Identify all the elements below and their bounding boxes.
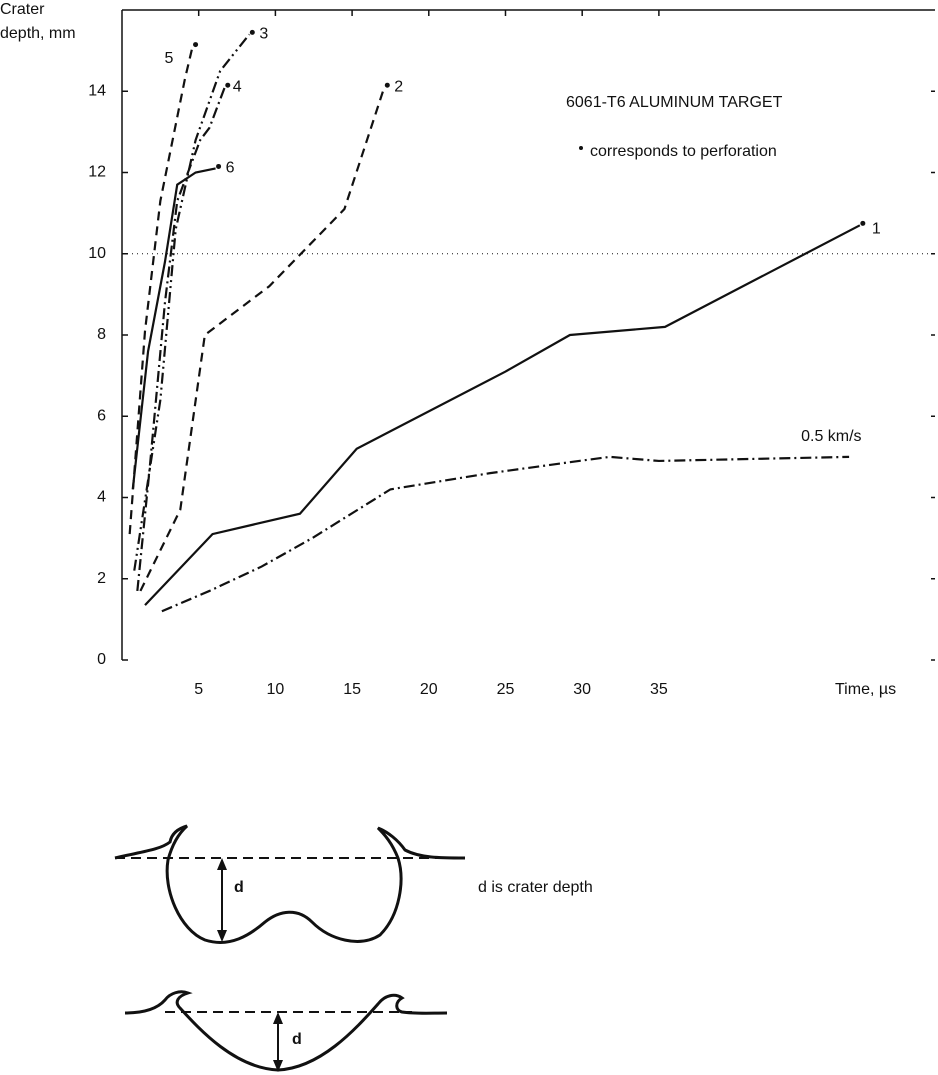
series-line — [162, 457, 849, 611]
y-tick-label: 14 — [88, 82, 106, 99]
y-tick-label: 8 — [97, 326, 106, 343]
series-label: 5 — [165, 50, 174, 67]
series-line — [133, 168, 216, 489]
depth-label: d — [292, 1031, 302, 1048]
x-axis-label: Time, µs — [835, 681, 896, 698]
series-label: 2 — [394, 78, 403, 95]
perforation-symbol — [579, 146, 583, 150]
y-tick-label: 12 — [88, 164, 106, 181]
perforation-marker — [225, 83, 230, 88]
series-label: 4 — [233, 78, 242, 95]
x-tick-label: 20 — [420, 681, 438, 698]
series-label: 6 — [226, 160, 235, 177]
series-line — [145, 225, 860, 605]
y-axis-label: depth, mm — [0, 25, 76, 42]
series-line — [130, 47, 193, 535]
series-line — [140, 87, 384, 591]
y-tick-label: 10 — [88, 245, 106, 262]
y-tick-label: 0 — [97, 651, 106, 668]
perforation-marker — [860, 221, 865, 226]
perforation-marker — [193, 42, 198, 47]
x-tick-label: 15 — [343, 681, 361, 698]
x-tick-label: 30 — [573, 681, 591, 698]
y-axis-label: Crater — [0, 1, 45, 18]
series-label: 1 — [872, 221, 881, 238]
chart: Crater depth, mm 6061-T6 ALUMINUM TARGET… — [0, 0, 938, 1075]
perforation-marker — [385, 83, 390, 88]
depth-label: d — [234, 879, 244, 896]
page: {"chart_data": {"type": "line", "ylabel"… — [0, 0, 938, 1075]
annotation: corresponds to perforation — [590, 143, 777, 160]
series-line — [134, 34, 249, 570]
x-tick-label: 25 — [497, 681, 515, 698]
x-tick-label: 5 — [194, 681, 203, 698]
series-label: 3 — [259, 26, 268, 43]
x-tick-label: 35 — [650, 681, 668, 698]
y-tick-label: 2 — [97, 570, 106, 587]
perforation-marker — [250, 30, 255, 35]
crater-outline — [115, 826, 465, 942]
caption: d is crater depth — [478, 879, 593, 896]
perforation-marker — [216, 164, 221, 169]
y-tick-label: 4 — [97, 489, 106, 506]
annotation: 6061-T6 ALUMINUM TARGET — [566, 94, 783, 111]
series-label: 0.5 km/s — [801, 428, 861, 445]
y-tick-label: 6 — [97, 407, 106, 424]
crater-outline — [125, 992, 447, 1070]
x-tick-label: 10 — [266, 681, 284, 698]
crater-diagram: d d is crater depth d — [115, 826, 593, 1072]
